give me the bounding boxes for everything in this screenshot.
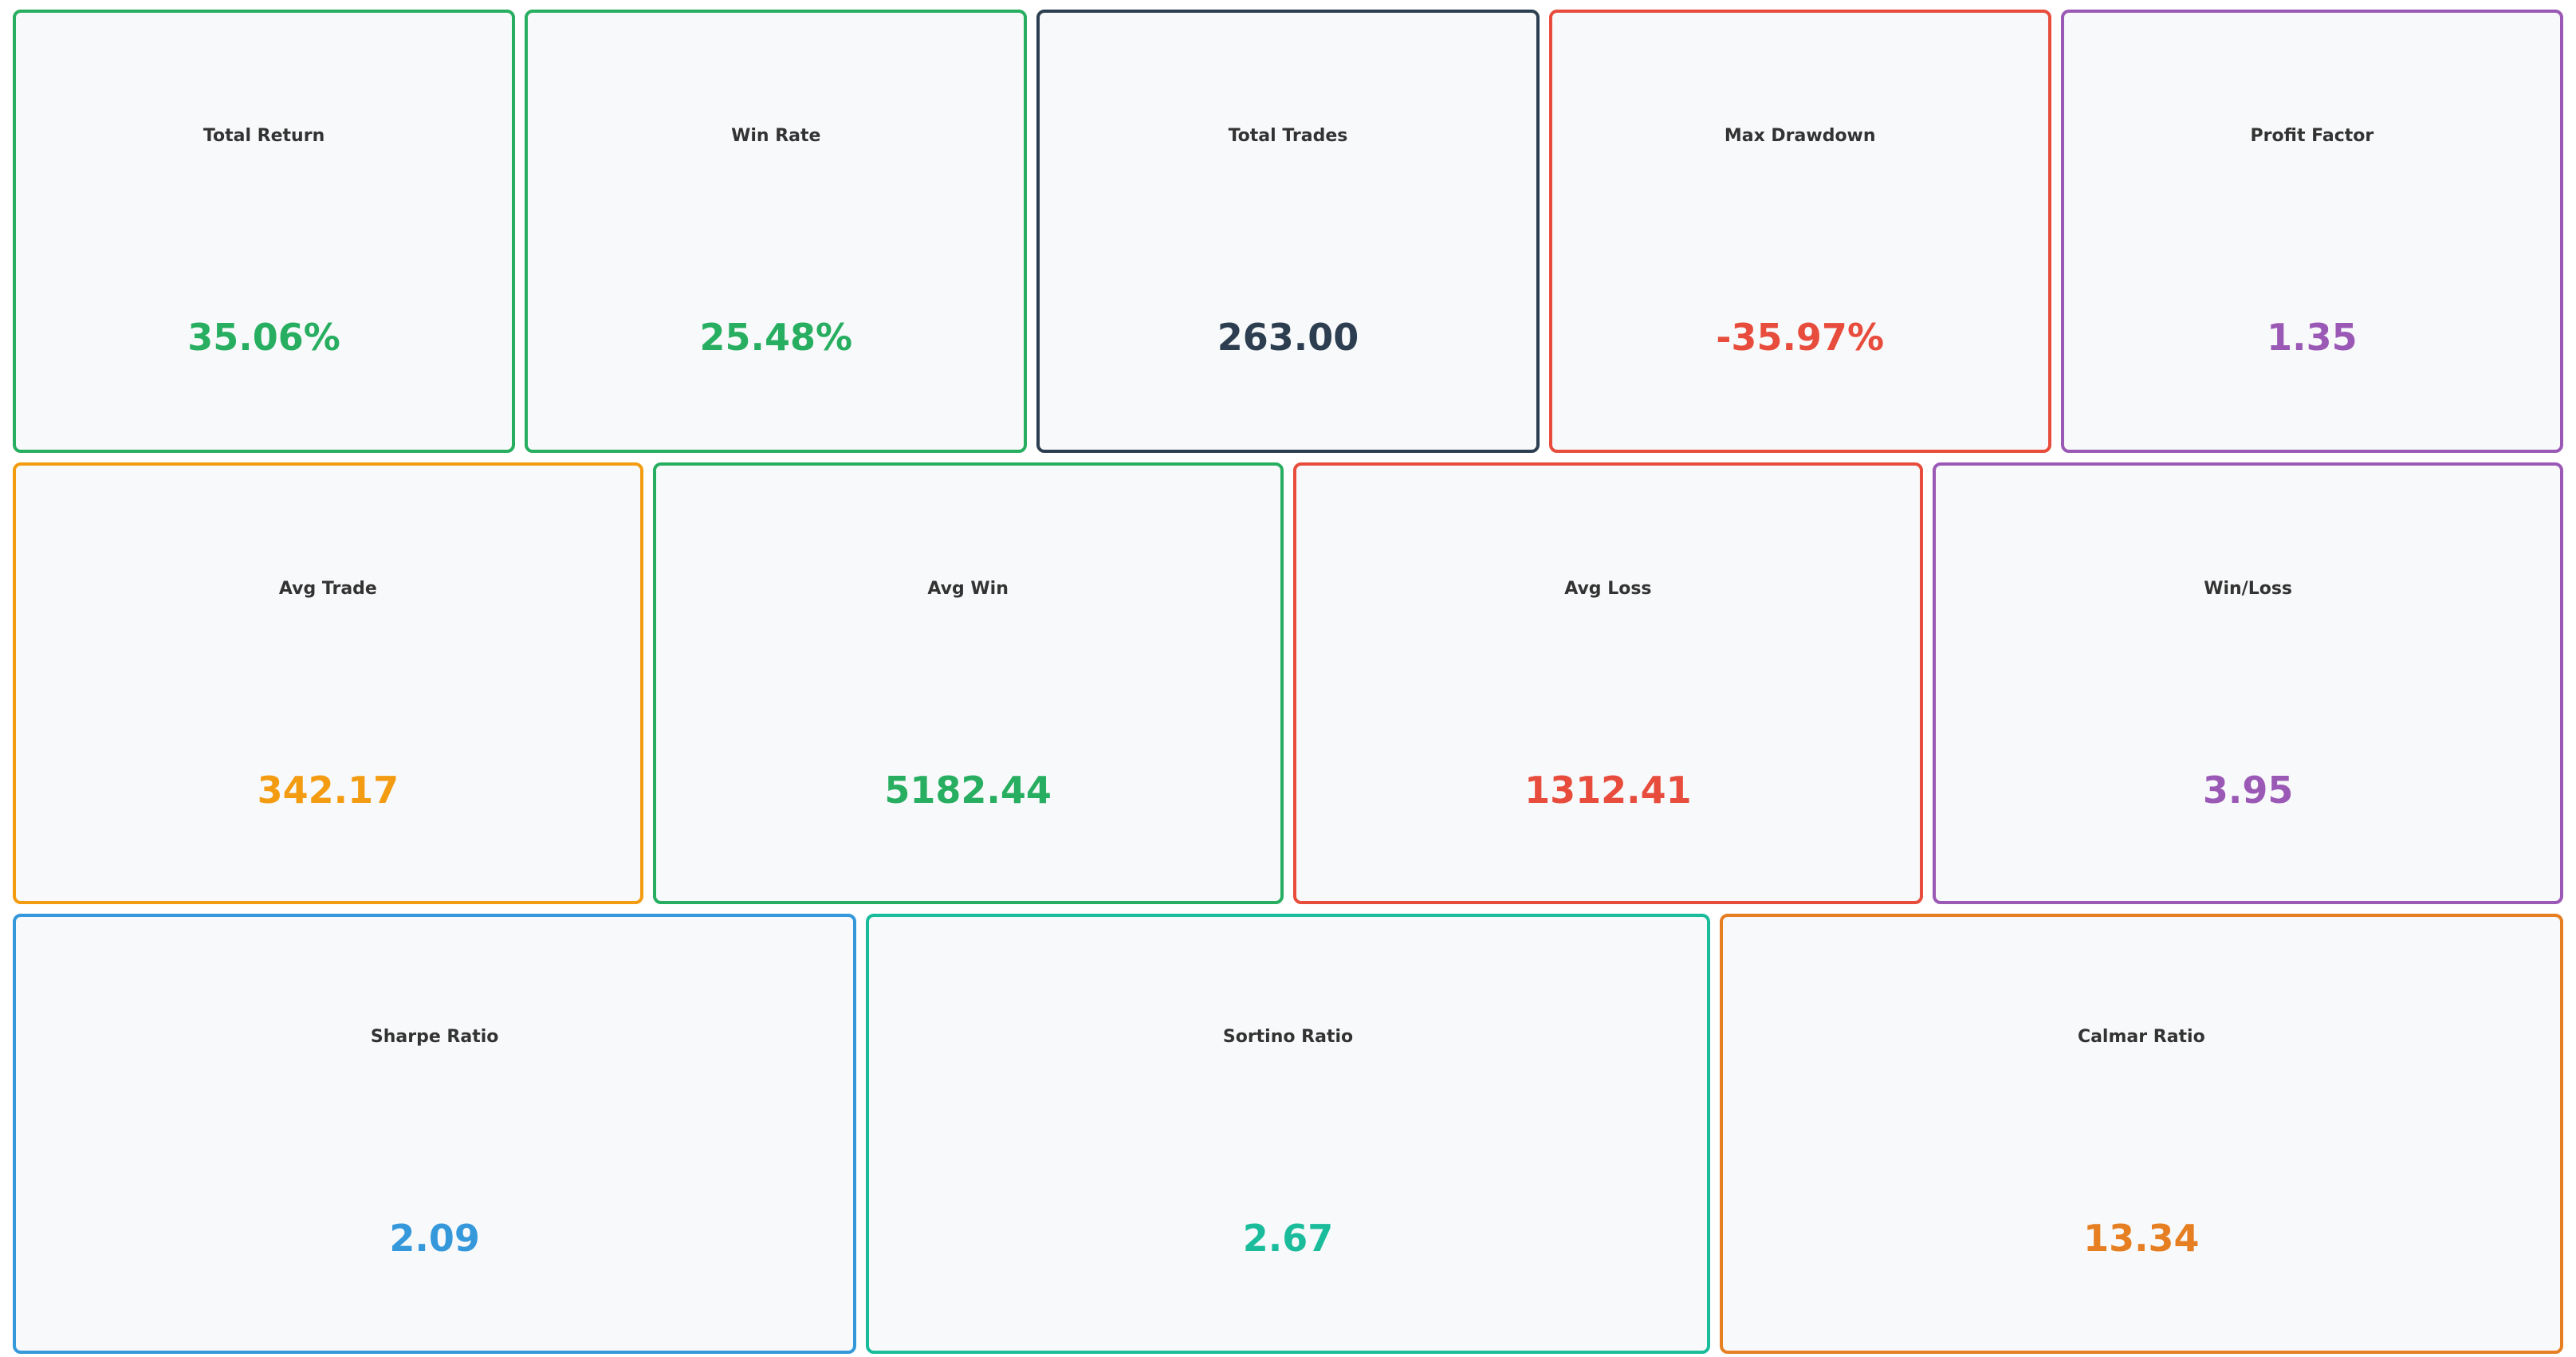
- metrics-row-3: Sharpe Ratio 2.09 Sortino Ratio 2.67 Cal…: [13, 914, 2563, 1354]
- metric-value: -35.97%: [1716, 316, 1885, 359]
- metric-label: Sharpe Ratio: [370, 1027, 499, 1047]
- metric-value: 13.34: [2083, 1217, 2200, 1260]
- metric-label: Win/Loss: [2204, 579, 2293, 599]
- metric-label: Profit Factor: [2250, 126, 2374, 146]
- metric-label: Avg Loss: [1564, 579, 1652, 599]
- metric-value: 342.17: [257, 769, 399, 812]
- metric-card-sharpe-ratio: Sharpe Ratio 2.09: [13, 914, 857, 1354]
- metric-label: Avg Win: [927, 579, 1009, 599]
- metric-card-avg-win: Avg Win 5182.44: [652, 462, 1284, 904]
- metrics-row-2: Avg Trade 342.17 Avg Win 5182.44 Avg Los…: [13, 462, 2563, 904]
- metric-value: 2.67: [1242, 1217, 1334, 1260]
- metric-value: 2.09: [389, 1217, 480, 1260]
- metric-value: 263.00: [1217, 316, 1359, 359]
- metric-label: Total Return: [203, 126, 325, 146]
- metric-card-profit-factor: Profit Factor 1.35: [2060, 10, 2563, 453]
- metric-value: 1.35: [2267, 316, 2358, 359]
- metric-label: Total Trades: [1228, 126, 1348, 146]
- metric-card-calmar-ratio: Calmar Ratio 13.34: [1719, 914, 2563, 1354]
- metric-card-total-trades: Total Trades 263.00: [1036, 10, 1540, 453]
- metric-label: Win Rate: [731, 126, 821, 146]
- metric-card-sortino-ratio: Sortino Ratio 2.67: [866, 914, 1710, 1354]
- metric-label: Calmar Ratio: [2077, 1027, 2205, 1047]
- metric-label: Avg Trade: [278, 579, 377, 599]
- metric-value: 3.95: [2202, 769, 2294, 812]
- metric-card-avg-trade: Avg Trade 342.17: [13, 462, 643, 904]
- metric-card-total-return: Total Return 35.06%: [13, 10, 516, 453]
- metric-value: 25.48%: [699, 316, 853, 359]
- metric-value: 5182.44: [884, 769, 1052, 812]
- metric-card-win-loss: Win/Loss 3.95: [1933, 462, 2563, 904]
- metrics-row-1: Total Return 35.06% Win Rate 25.48% Tota…: [13, 10, 2563, 453]
- metric-value: 35.06%: [187, 316, 340, 359]
- metric-card-win-rate: Win Rate 25.48%: [525, 10, 1028, 453]
- metric-card-max-drawdown: Max Drawdown -35.97%: [1548, 10, 2051, 453]
- metric-card-avg-loss: Avg Loss 1312.41: [1292, 462, 1924, 904]
- metric-value: 1312.41: [1524, 769, 1692, 812]
- metric-label: Max Drawdown: [1724, 126, 1876, 146]
- metric-label: Sortino Ratio: [1222, 1027, 1354, 1047]
